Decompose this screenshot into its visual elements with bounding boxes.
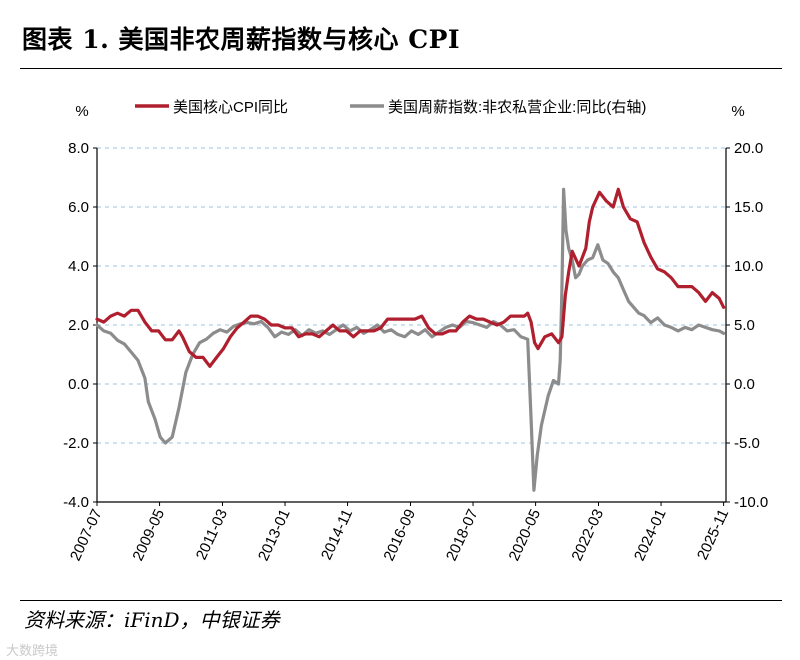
x-tick-label: 2013-01 (255, 507, 294, 564)
right-axis-unit: % (731, 103, 744, 120)
x-tick-label: 2025-11 (694, 507, 732, 563)
left-tick-label: 6.0 (68, 199, 89, 216)
chart: -4.0 -2.0 0.0 2.0 4.0 6.0 8.0 -10.0 -5.0 0.0 5.0 10… (63, 98, 768, 564)
left-tick-label: 0.0 (68, 376, 89, 393)
left-axis-unit: % (75, 103, 88, 120)
x-tick-label: 2009-05 (130, 507, 169, 564)
legend-label-weekly-earnings: 美国周薪指数:非农私营企业:同比(右轴) (388, 98, 646, 116)
legend: 美国核心CPI同比 美国周薪指数:非农私营企业:同比(右轴) (135, 98, 646, 116)
right-tick-label: 5.0 (734, 317, 755, 334)
x-tick-label: 2020-05 (506, 507, 545, 564)
legend-label-core-cpi: 美国核心CPI同比 (173, 99, 288, 116)
x-tick-label: 2014-11 (318, 507, 356, 563)
left-tick-label: 4.0 (68, 258, 89, 275)
series-line-core-cpi (95, 187, 726, 368)
title-rule (20, 68, 782, 69)
axes (93, 147, 730, 506)
figure-title: 图表 1. 美国非农周薪指数与核心 CPI (22, 25, 461, 54)
grid-lines (97, 147, 726, 444)
x-tick-label: 2024-01 (631, 507, 670, 564)
left-tick-label: -4.0 (63, 494, 89, 511)
left-tick-label: 2.0 (68, 317, 89, 334)
left-tick-label: 8.0 (68, 140, 89, 157)
series-lines (95, 187, 726, 492)
right-tick-label: 10.0 (734, 258, 763, 275)
x-tick-label: 2018-07 (443, 507, 482, 564)
left-tick-label: -2.0 (63, 435, 89, 452)
x-tick-label: 2007-07 (67, 507, 106, 564)
source-rule (20, 600, 782, 601)
right-tick-label: -10.0 (734, 494, 768, 511)
source-note: 资料来源：iFinD，中银证券 (24, 608, 280, 632)
x-tick-label: 2011-03 (193, 507, 231, 563)
series-line-weekly-earnings (95, 187, 726, 492)
watermark: 大数跨境 (6, 644, 59, 659)
right-tick-label: -5.0 (734, 435, 760, 452)
right-tick-label: 20.0 (734, 140, 763, 157)
x-tick-label: 2022-03 (568, 507, 607, 564)
right-tick-label: 0.0 (734, 376, 755, 393)
x-tick-label: 2016-09 (380, 507, 419, 564)
tick-labels: -4.0 -2.0 0.0 2.0 4.0 6.0 8.0 -10.0 -5.0 0.0 5.0 10… (63, 140, 768, 564)
right-tick-label: 15.0 (734, 199, 763, 216)
